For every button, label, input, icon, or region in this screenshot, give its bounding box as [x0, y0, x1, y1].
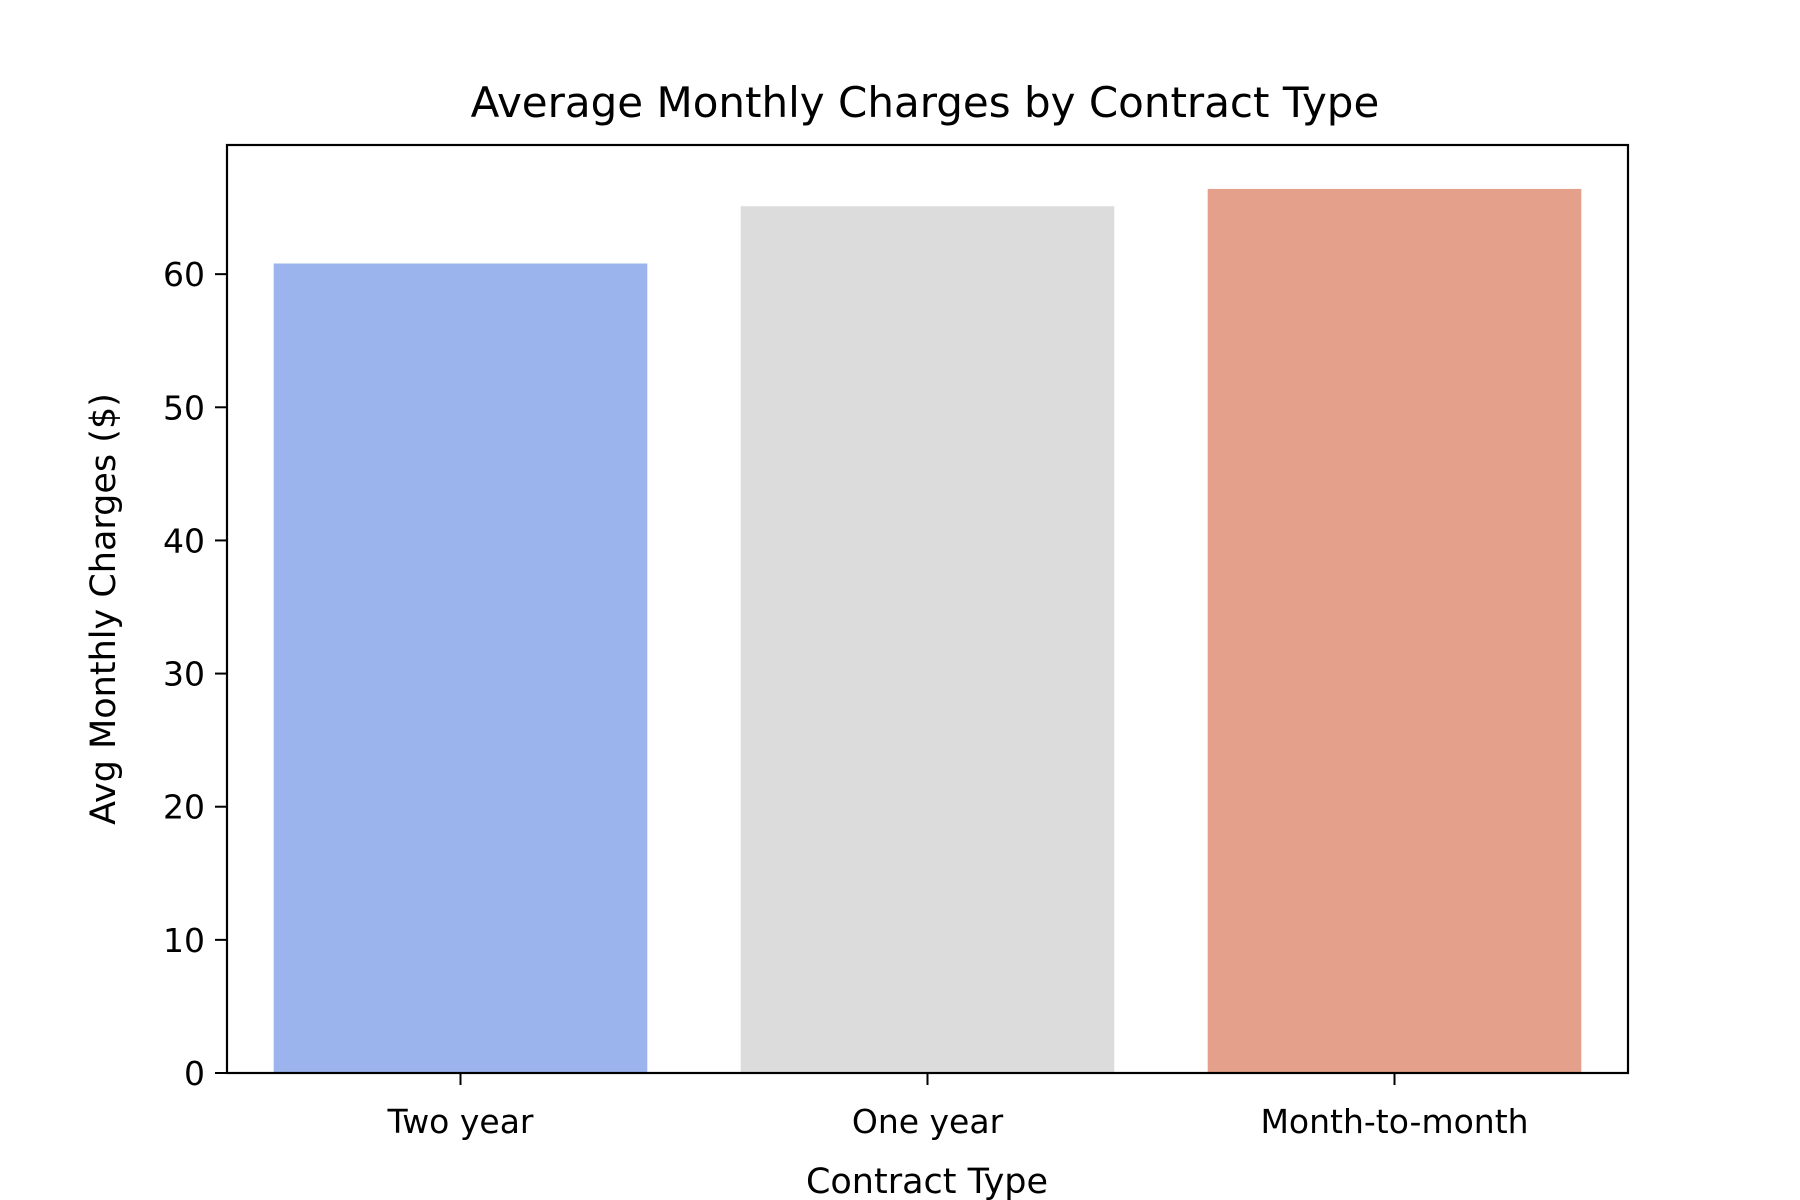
y-tick-label: 60	[163, 255, 205, 294]
x-axis-title: Contract Type	[806, 1162, 1048, 1200]
y-tick-label: 0	[184, 1054, 205, 1093]
y-axis-ticks: 0 10 20 30 40 50 60	[163, 255, 227, 1093]
y-tick-label: 20	[163, 788, 205, 827]
bar-two-year	[273, 263, 648, 1073]
y-tick-label: 50	[163, 388, 205, 427]
bar-month-to-month	[1207, 188, 1582, 1073]
plot-frame	[225, 143, 1630, 1075]
bars-layer	[273, 188, 1582, 1073]
x-tick-label: Two year	[387, 1102, 534, 1141]
y-tick-label: 30	[163, 655, 205, 694]
y-tick-label: 10	[163, 921, 205, 960]
bar-one-year	[740, 206, 1115, 1073]
x-tick-label: Month-to-month	[1260, 1102, 1528, 1141]
x-tick-label: One year	[852, 1102, 1004, 1141]
x-axis-ticks: Two year One year Month-to-month	[387, 1073, 1529, 1141]
y-tick-label: 40	[163, 521, 205, 560]
y-axis-title: Avg Monthly Charges ($)	[84, 393, 124, 825]
chart-title: Average Monthly Charges by Contract Type	[471, 78, 1380, 127]
